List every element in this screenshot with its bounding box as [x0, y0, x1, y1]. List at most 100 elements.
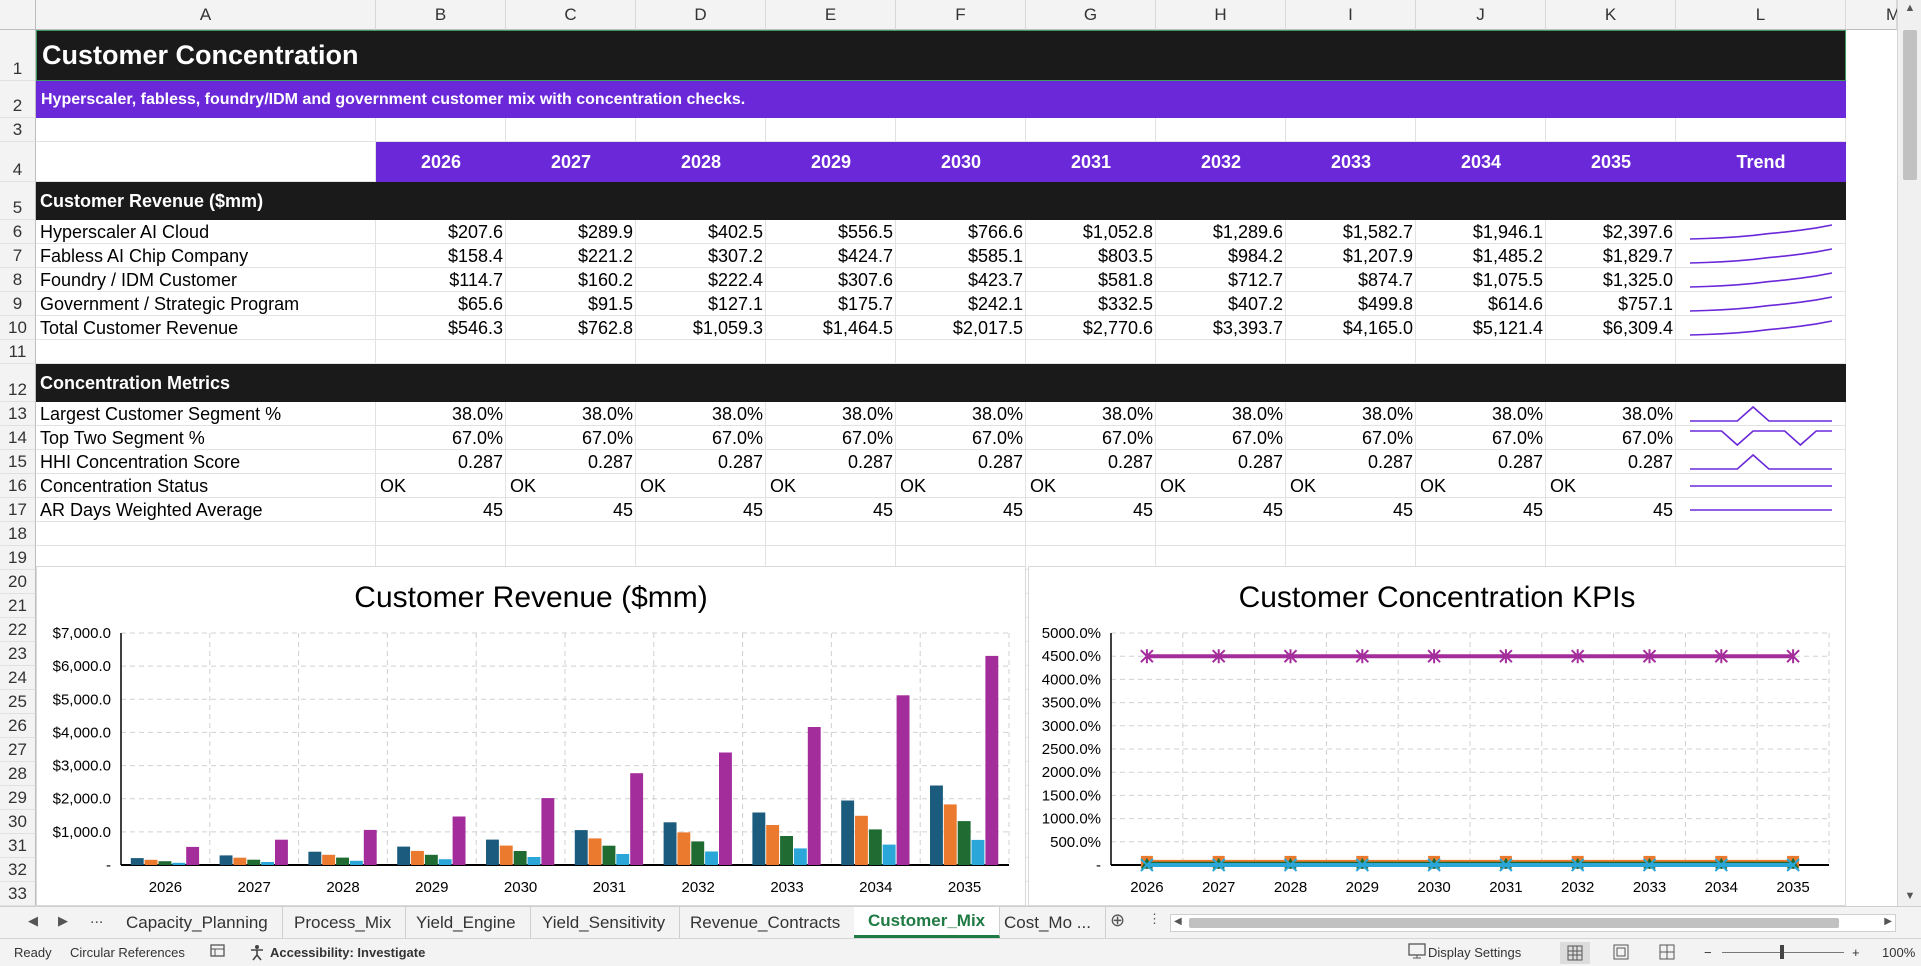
value-cell[interactable]: $1,464.5: [822, 317, 893, 338]
concentration-kpi-chart[interactable]: - 500.0% 1000.0% 1500.0% 2000.0% 2500.0% 3000.…: [1028, 566, 1846, 906]
next-sheet-icon[interactable]: ▶: [58, 913, 68, 928]
bar[interactable]: [397, 846, 411, 865]
data-point[interactable]: [1570, 858, 1585, 872]
data-point[interactable]: [1642, 649, 1657, 664]
section-header-customer-revenue[interactable]: Customer Revenue ($mm): [36, 182, 1846, 220]
value-cell[interactable]: 0.287: [1367, 451, 1413, 472]
value-cell[interactable]: 67.0%: [841, 427, 893, 448]
value-cell[interactable]: $127.1: [707, 293, 763, 314]
column-header-k[interactable]: K: [1546, 0, 1676, 30]
row-header-3[interactable]: 3: [0, 118, 36, 142]
bar[interactable]: [336, 857, 349, 865]
bar[interactable]: [616, 854, 630, 865]
row-header-12[interactable]: 12: [0, 364, 36, 402]
circular-references-status[interactable]: Circular References: [70, 945, 185, 960]
value-cell[interactable]: 38.0%: [451, 403, 503, 424]
bar[interactable]: [219, 855, 233, 865]
value-cell[interactable]: OK: [1030, 475, 1057, 496]
row-header-20[interactable]: 20: [0, 570, 36, 594]
data-point[interactable]: [1283, 858, 1298, 872]
page-layout-view-icon[interactable]: [1612, 943, 1630, 964]
data-point[interactable]: [1427, 649, 1441, 664]
value-cell[interactable]: 0.287: [1627, 451, 1673, 472]
value-cell[interactable]: 45: [1392, 499, 1413, 520]
row-header-11[interactable]: 11: [0, 340, 36, 364]
column-header-m[interactable]: M: [1846, 0, 1900, 30]
bar[interactable]: [186, 846, 200, 865]
value-cell[interactable]: 0.287: [1107, 451, 1153, 472]
sheet-tab[interactable]: Revenue_Contracts: [676, 907, 856, 938]
sheet-tab[interactable]: Yield_Sensitivity: [528, 907, 681, 938]
bar[interactable]: [486, 839, 499, 865]
value-cell[interactable]: $581.8: [1097, 269, 1153, 290]
bar[interactable]: [247, 859, 261, 865]
bar[interactable]: [275, 839, 288, 865]
vertical-scroll-thumb[interactable]: [1903, 30, 1917, 180]
row-header-15[interactable]: 15: [0, 450, 36, 474]
row-header-18[interactable]: 18: [0, 522, 36, 546]
row-header-27[interactable]: 27: [0, 738, 36, 762]
value-cell[interactable]: $762.8: [577, 317, 633, 338]
row-label[interactable]: Government / Strategic Program: [40, 293, 300, 314]
column-header-h[interactable]: H: [1156, 0, 1286, 30]
value-cell[interactable]: $160.2: [577, 269, 633, 290]
horizontal-scrollbar[interactable]: ◀ ▶: [1170, 914, 1896, 932]
row-label[interactable]: Foundry / IDM Customer: [40, 269, 238, 290]
data-point[interactable]: [1140, 858, 1154, 872]
worksheet-grid[interactable]: A B C D E F G H I J K L M 1 2 3 4 5 6 7 8 9 10 11 12 13 14 15 16 17 18…: [0, 0, 1921, 906]
data-point[interactable]: [1211, 858, 1226, 872]
data-point[interactable]: [1355, 649, 1370, 664]
value-cell[interactable]: $556.5: [837, 221, 893, 242]
value-cell[interactable]: 38.0%: [711, 403, 763, 424]
value-cell[interactable]: 45: [1652, 499, 1673, 520]
value-cell[interactable]: 67.0%: [1621, 427, 1673, 448]
column-header-c[interactable]: C: [506, 0, 636, 30]
row-header-30[interactable]: 30: [0, 810, 36, 834]
value-cell[interactable]: 38.0%: [971, 403, 1023, 424]
scroll-right-arrow[interactable]: ▶: [1884, 916, 1892, 927]
bar[interactable]: [855, 815, 868, 865]
value-cell[interactable]: $332.5: [1097, 293, 1153, 314]
select-all-corner[interactable]: [0, 0, 36, 30]
value-cell[interactable]: $766.6: [967, 221, 1023, 242]
value-cell[interactable]: 45: [1002, 499, 1023, 520]
accessibility-status[interactable]: Accessibility: Investigate: [270, 945, 426, 960]
row-header-28[interactable]: 28: [0, 762, 36, 786]
value-cell[interactable]: OK: [380, 475, 407, 496]
year-header[interactable]: 2033: [1330, 151, 1372, 172]
bar[interactable]: [719, 752, 732, 866]
bar[interactable]: [574, 830, 588, 865]
customer-revenue-chart[interactable]: - $1,000.0 $2,000.0 $3,000.0 $4,000.0 $5,000.…: [36, 566, 1026, 906]
bar[interactable]: [322, 854, 336, 865]
value-cell[interactable]: $1,289.6: [1212, 221, 1283, 242]
row-header-22[interactable]: 22: [0, 618, 36, 642]
row-header-4[interactable]: 4: [0, 142, 36, 182]
value-cell[interactable]: 67.0%: [711, 427, 763, 448]
value-cell[interactable]: OK: [1290, 475, 1317, 496]
value-cell[interactable]: 0.287: [587, 451, 633, 472]
value-cell[interactable]: $585.1: [967, 245, 1023, 266]
value-cell[interactable]: 67.0%: [1491, 427, 1543, 448]
year-header[interactable]: 2026: [420, 151, 462, 172]
value-cell[interactable]: $158.4: [447, 245, 503, 266]
bar[interactable]: [957, 821, 971, 865]
value-cell[interactable]: 38.0%: [1231, 403, 1283, 424]
vertical-scrollbar[interactable]: ▲ ▼: [1897, 0, 1921, 906]
value-cell[interactable]: $307.6: [837, 269, 893, 290]
zoom-out-icon[interactable]: −: [1704, 945, 1712, 960]
value-cell[interactable]: 0.287: [1237, 451, 1283, 472]
row-header-23[interactable]: 23: [0, 642, 36, 666]
value-cell[interactable]: $546.3: [447, 317, 503, 338]
value-cell[interactable]: 45: [1262, 499, 1283, 520]
more-sheets-ellipsis[interactable]: ...: [90, 910, 104, 927]
data-point[interactable]: [1786, 649, 1800, 664]
sheet-tab[interactable]: Cost_Mo ...: [990, 907, 1106, 938]
value-cell[interactable]: $114.7: [449, 269, 503, 290]
bar[interactable]: [349, 860, 363, 865]
bar[interactable]: [841, 800, 855, 866]
column-header-f[interactable]: F: [896, 0, 1026, 30]
row-header-9[interactable]: 9: [0, 292, 36, 316]
row-header-17[interactable]: 17: [0, 498, 36, 522]
value-cell[interactable]: $424.7: [837, 245, 893, 266]
bar[interactable]: [233, 857, 247, 865]
